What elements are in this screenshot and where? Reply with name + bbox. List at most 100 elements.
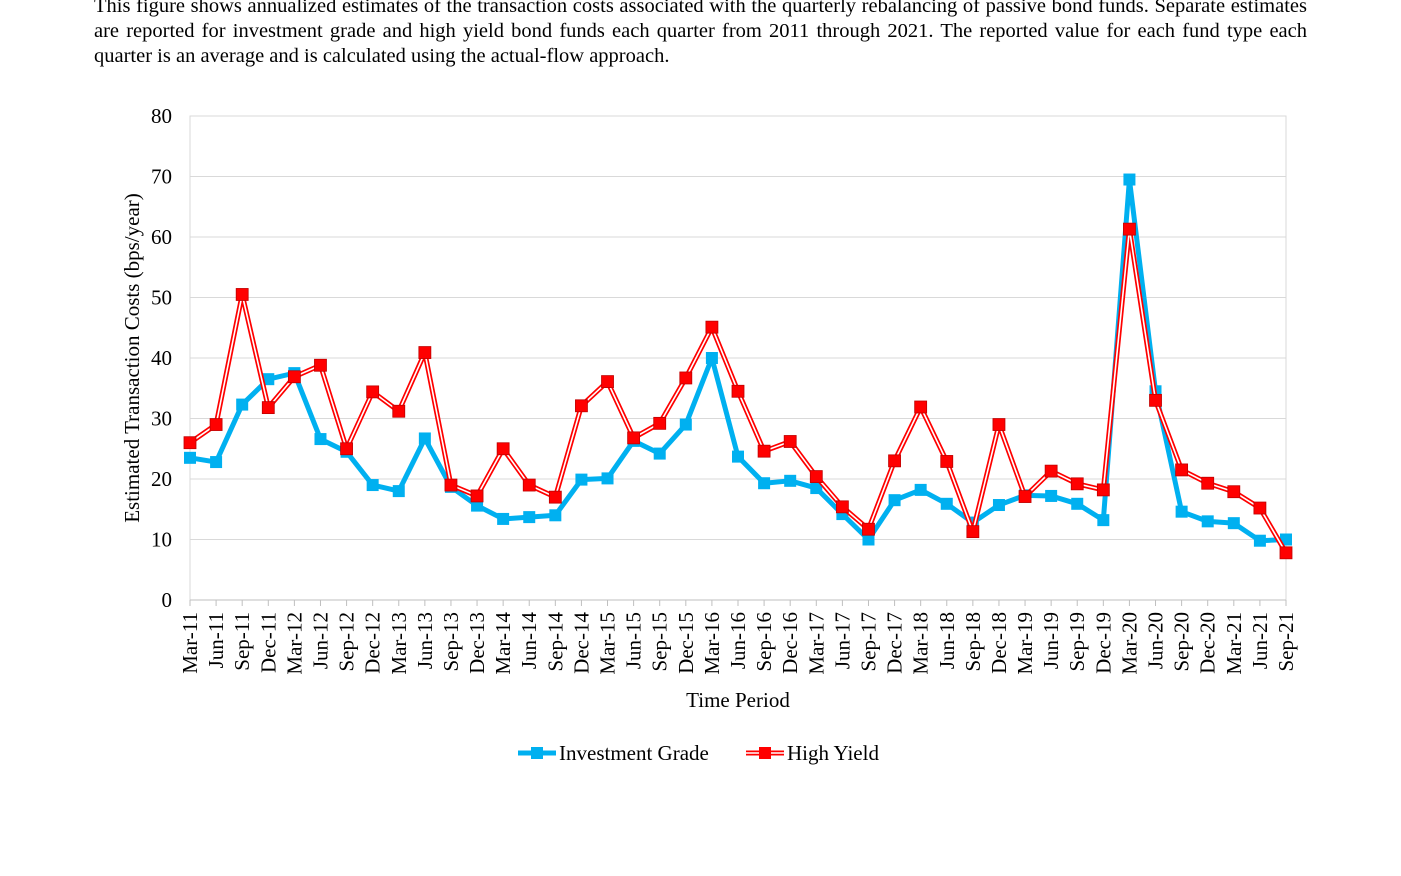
y-axis-label: Estimated Transaction Costs (bps/year) xyxy=(120,193,144,523)
x-tick-label: Dec-16 xyxy=(778,612,802,674)
data-point xyxy=(1044,464,1058,478)
legend-marker xyxy=(759,747,771,759)
data-point xyxy=(1201,515,1214,528)
x-tick-label: Jun-14 xyxy=(517,612,541,670)
legend-marker xyxy=(531,747,543,759)
data-point xyxy=(471,499,484,512)
data-point xyxy=(810,482,823,495)
data-point xyxy=(236,398,249,411)
data-point xyxy=(261,401,275,415)
data-point xyxy=(496,442,510,456)
data-point xyxy=(392,404,406,418)
legend-item: Investment Grade xyxy=(518,741,709,765)
data-point xyxy=(1070,477,1084,491)
y-tick-label: 0 xyxy=(162,588,173,612)
x-tick-label: Jun-21 xyxy=(1248,612,1272,669)
data-point xyxy=(835,500,849,514)
x-tick-label: Sep-20 xyxy=(1170,612,1194,672)
data-point xyxy=(757,444,771,458)
x-tick-label: Sep-11 xyxy=(230,612,254,671)
data-point xyxy=(575,399,588,413)
data-point xyxy=(809,470,823,483)
data-point xyxy=(444,478,458,492)
x-tick-label: Dec-15 xyxy=(674,612,698,674)
data-point xyxy=(653,416,667,430)
x-tick-label: Dec-12 xyxy=(361,612,385,674)
x-tick-label: Jun-18 xyxy=(935,612,959,669)
x-tick-label: Mar-13 xyxy=(387,612,411,675)
x-tick-label: Jun-17 xyxy=(830,612,854,669)
legend-label: High Yield xyxy=(787,741,879,765)
y-tick-label: 30 xyxy=(151,407,172,431)
data-point xyxy=(862,522,875,536)
x-tick-label: Jun-12 xyxy=(308,612,332,669)
data-point xyxy=(548,490,562,504)
legend-label: Investment Grade xyxy=(559,741,709,765)
data-point xyxy=(235,288,249,301)
data-point xyxy=(340,442,353,456)
data-point xyxy=(992,418,1006,431)
data-point xyxy=(418,346,432,359)
data-point xyxy=(679,371,693,385)
data-point xyxy=(914,483,927,496)
x-tick-label: Mar-16 xyxy=(700,612,724,675)
x-tick-label: Jun-13 xyxy=(413,612,437,669)
x-tick-label: Mar-12 xyxy=(282,612,306,675)
data-point xyxy=(1045,489,1058,502)
x-tick-label: Jun-19 xyxy=(1039,612,1063,669)
data-point xyxy=(1018,490,1032,503)
y-tick-label: 60 xyxy=(151,225,172,249)
y-tick-label: 50 xyxy=(151,286,172,310)
x-tick-label: Sep-18 xyxy=(961,612,985,672)
x-tick-label: Mar-21 xyxy=(1222,612,1246,675)
data-point xyxy=(1123,173,1136,186)
data-point xyxy=(784,474,797,487)
data-point xyxy=(183,436,197,450)
data-point xyxy=(366,479,379,492)
x-tick-label: Sep-19 xyxy=(1065,612,1089,672)
data-point xyxy=(1280,533,1292,546)
data-point xyxy=(392,485,405,498)
data-point xyxy=(732,450,744,463)
data-point xyxy=(366,385,380,399)
y-tick-label: 70 xyxy=(151,165,172,189)
figure-caption: This figure shows annualized estimates o… xyxy=(94,0,1307,67)
data-point xyxy=(888,454,901,468)
x-tick-label: Mar-14 xyxy=(491,612,515,675)
x-tick-label: Jun-15 xyxy=(622,612,646,669)
x-tick-label: Dec-20 xyxy=(1196,612,1220,674)
series-line xyxy=(189,177,1287,544)
y-tick-label: 10 xyxy=(151,528,172,552)
series-layer xyxy=(183,173,1293,560)
x-tick-label: Dec-13 xyxy=(465,612,489,674)
data-point xyxy=(1201,476,1215,490)
data-point xyxy=(1253,534,1266,547)
data-point xyxy=(601,472,614,485)
data-point xyxy=(549,509,562,522)
x-axis-tick-labels: Mar-11 Jun-11 Sep-11 Dec-11 Mar-12 Jun-12 Sep-… xyxy=(178,600,1298,675)
data-point xyxy=(262,373,275,386)
data-point xyxy=(992,499,1005,512)
x-tick-label: Dec-17 xyxy=(883,612,907,674)
x-tick-label: Mar-19 xyxy=(1013,612,1037,675)
data-point xyxy=(758,477,771,490)
data-point xyxy=(627,431,641,445)
data-point xyxy=(731,384,745,398)
data-point xyxy=(418,432,431,445)
x-tick-label: Mar-17 xyxy=(804,612,828,675)
series-investment-grade xyxy=(184,173,1292,547)
data-point xyxy=(1227,485,1241,499)
data-point xyxy=(1175,505,1188,518)
x-tick-label: Mar-18 xyxy=(909,612,933,675)
data-point xyxy=(705,352,718,364)
y-axis-tick-labels: 0 10 20 30 40 50 60 70 80 xyxy=(151,104,172,612)
data-point xyxy=(1097,514,1110,527)
x-tick-label: Sep-12 xyxy=(335,612,359,672)
data-point xyxy=(653,447,666,460)
x-tick-label: Sep-15 xyxy=(648,612,672,672)
series-high-yield xyxy=(183,222,1293,560)
data-point xyxy=(705,320,719,334)
data-point xyxy=(210,456,223,469)
data-point xyxy=(836,508,849,521)
